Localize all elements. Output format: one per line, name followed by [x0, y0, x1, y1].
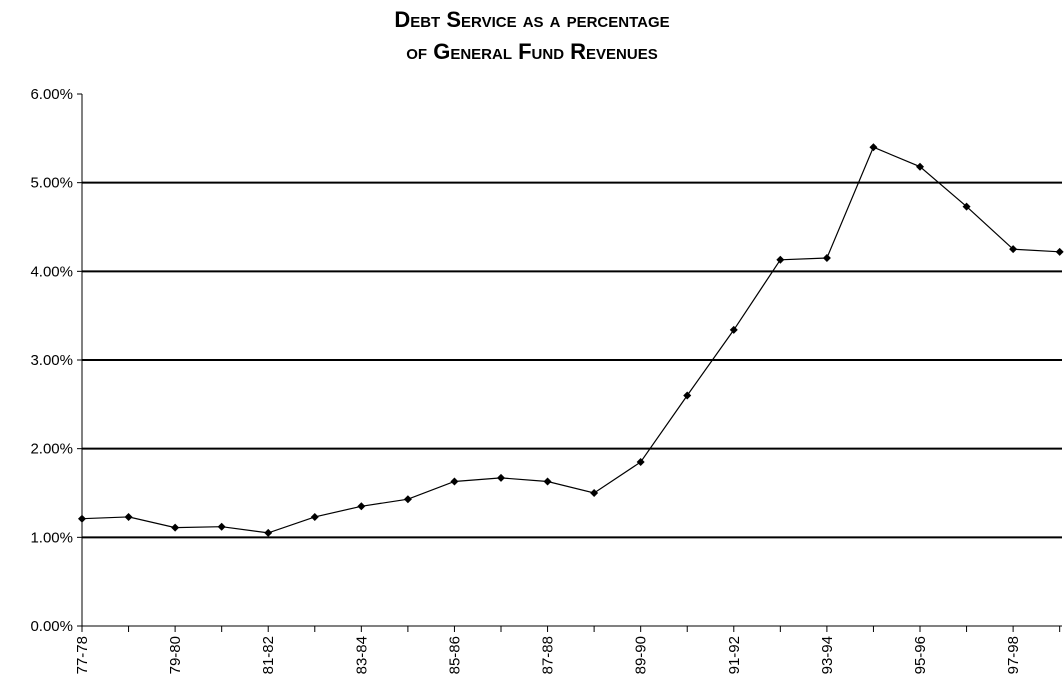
data-point	[1055, 247, 1064, 256]
data-point	[1009, 245, 1018, 254]
data-point	[78, 514, 86, 523]
data-point	[543, 477, 552, 486]
series-line	[81, 146, 1060, 534]
x-tick-label: 77-78	[74, 636, 91, 674]
data-point	[264, 528, 273, 537]
data-point	[497, 473, 506, 482]
gridlines	[82, 181, 1062, 539]
x-tick-label: 91-92	[726, 636, 743, 674]
data-point	[636, 457, 645, 466]
x-tick-label: 95-96	[912, 636, 929, 674]
data-point	[590, 489, 599, 497]
y-tick-label: 6.00%	[30, 86, 73, 103]
data-point	[217, 522, 226, 531]
x-tick-label: 93-94	[819, 636, 836, 674]
y-tick-label: 0.00%	[30, 618, 73, 635]
data-point	[310, 512, 319, 521]
data-point	[357, 502, 366, 511]
x-tick-label: 89-90	[633, 636, 650, 674]
data-point	[171, 523, 180, 532]
x-tick-label: 87-88	[540, 636, 557, 674]
data-point	[403, 495, 412, 504]
y-tick-label: 3.00%	[30, 352, 73, 369]
data-point	[916, 162, 925, 171]
data-point	[683, 391, 692, 400]
data-point	[124, 512, 133, 521]
chart-title-line-2: of General Fund Revenues	[406, 39, 658, 64]
data-point	[450, 477, 459, 486]
x-tick-label: 85-86	[446, 636, 463, 674]
data-point	[869, 143, 878, 152]
x-tick-label: 83-84	[353, 636, 370, 674]
x-tick-label: 81-82	[260, 636, 277, 674]
x-axis-ticks: 77-78 79-80 81-82 83-84 85-86 87-88 89-90 91-92…	[74, 626, 1061, 674]
y-axis-ticks: 0.00% 1.00% 2.00% 3.00% 4.00% 5.00% 6.00%	[30, 86, 82, 635]
data-markers	[78, 143, 1064, 537]
x-tick-label: 79-80	[167, 636, 184, 674]
data-point	[822, 254, 831, 263]
chart-title-line-1: Debt Service as a percentage	[394, 7, 670, 32]
x-tick-label: 97-98	[1005, 636, 1022, 674]
data-point	[962, 202, 971, 211]
y-tick-label: 4.00%	[30, 263, 73, 280]
y-tick-label: 5.00%	[30, 175, 73, 192]
data-point	[776, 255, 785, 264]
chart-title: Debt Service as a percentage of General …	[0, 4, 1064, 68]
data-point	[729, 325, 738, 334]
y-tick-label: 2.00%	[30, 441, 73, 458]
y-tick-label: 1.00%	[30, 529, 73, 546]
